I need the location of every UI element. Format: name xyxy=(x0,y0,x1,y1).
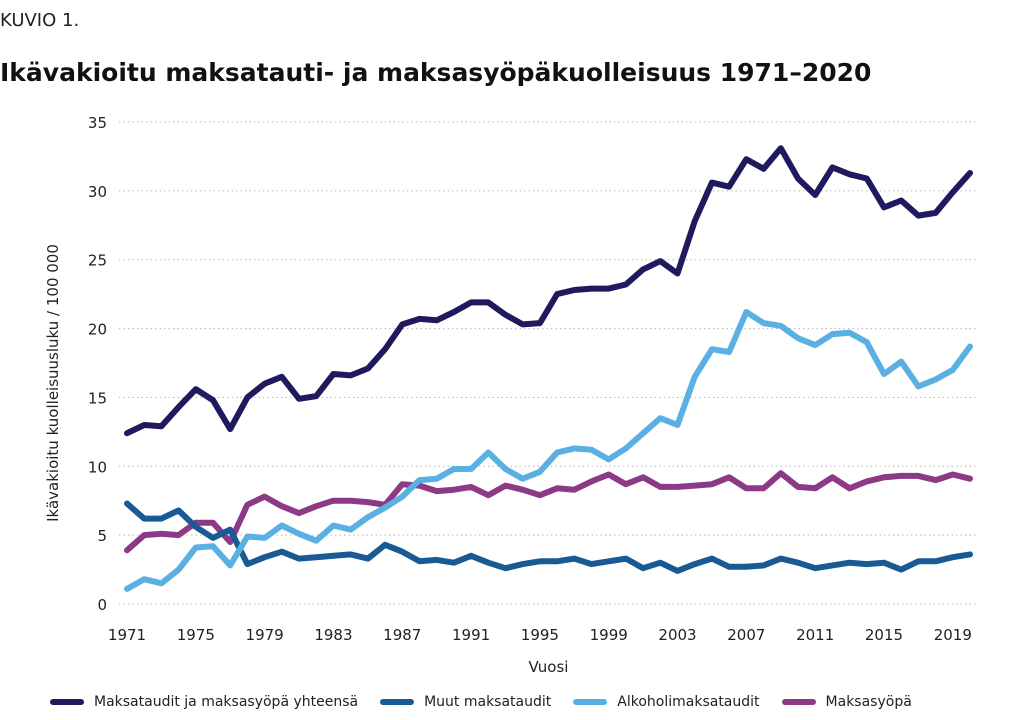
legend-item-other: Muut maksataudit xyxy=(380,694,551,710)
legend-item-cancer: Maksasyöpä xyxy=(781,694,912,710)
y-tick-label: 20 xyxy=(88,321,107,339)
y-axis-label: Ikävakioitu kuolleisuusluku / 100 000 xyxy=(44,244,62,522)
series-line-2 xyxy=(124,309,973,592)
x-tick-label: 1999 xyxy=(590,626,628,644)
x-tick-label: 1987 xyxy=(383,626,421,644)
legend-swatch xyxy=(781,699,816,705)
y-tick-label: 0 xyxy=(97,596,107,614)
x-tick-label: 2015 xyxy=(865,626,903,644)
figure-label: KUVIO 1. xyxy=(0,10,80,31)
legend-swatch xyxy=(50,699,84,705)
series-line-1 xyxy=(124,500,973,574)
y-tick-label: 35 xyxy=(88,114,107,132)
series-line-0 xyxy=(124,145,973,437)
x-tick-label: 1975 xyxy=(177,626,215,644)
x-tick-label: 2007 xyxy=(727,626,765,644)
chart-title: Ikävakioitu maksatauti- ja maksasyöpäkuo… xyxy=(0,58,872,87)
legend-swatch xyxy=(380,699,415,705)
x-tick-label: 1991 xyxy=(452,626,490,644)
legend: Maksataudit ja maksasyöpä yhteensä Muut … xyxy=(50,694,934,710)
x-tick-label: 1983 xyxy=(314,626,352,644)
legend-label: Maksataudit ja maksasyöpä yhteensä xyxy=(94,694,359,710)
legend-item-alcohol: Alkoholimaksataudit xyxy=(573,694,760,710)
y-tick-label: 5 xyxy=(97,527,107,545)
x-tick-label: 2003 xyxy=(658,626,696,644)
x-tick-label: 2019 xyxy=(934,626,972,644)
legend-item-total: Maksataudit ja maksasyöpä yhteensä xyxy=(50,694,358,710)
legend-label: Maksasyöpä xyxy=(825,694,912,710)
legend-label: Alkoholimaksataudit xyxy=(617,694,760,710)
line-chart: 0 5 10 15 20 25 30 35 1971 1975 1979 1983 1987 1991 19… xyxy=(44,114,978,676)
y-tick-label: 25 xyxy=(88,252,107,270)
x-tick-label: 1979 xyxy=(246,626,284,644)
y-tick-label: 10 xyxy=(88,458,107,476)
x-tick-label: 1971 xyxy=(108,626,146,644)
y-tick-label: 30 xyxy=(88,183,107,201)
x-tick-label: 1995 xyxy=(521,626,559,644)
x-axis-label: Vuosi xyxy=(529,658,569,676)
legend-swatch xyxy=(573,699,608,705)
legend-label: Muut maksataudit xyxy=(424,694,552,710)
y-tick-label: 15 xyxy=(88,389,107,407)
x-tick-label: 2011 xyxy=(796,626,834,644)
series-line-3 xyxy=(124,470,973,554)
